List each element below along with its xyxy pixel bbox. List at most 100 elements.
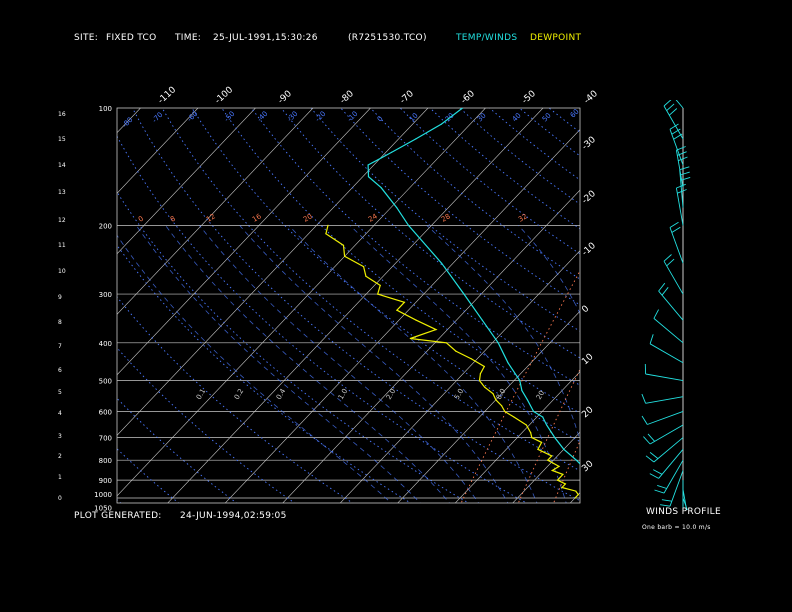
isotherm-line [282, 189, 580, 503]
dewpoint-point [409, 337, 411, 340]
temperature-point [461, 108, 464, 109]
moist-adiabat-line [239, 225, 509, 503]
isotherm-label-right: -10 [580, 241, 598, 258]
dewpoint-point [484, 386, 486, 388]
temperature-point [507, 362, 509, 364]
site-label: SITE: [74, 33, 99, 43]
dry-adiabat-line [117, 296, 354, 503]
temperature-point [396, 207, 398, 209]
plot-generated-value: 24-JUN-1994,02:59:05 [180, 511, 287, 521]
temperature-point [591, 474, 592, 475]
isotherm-line [167, 108, 544, 503]
dewpoint-point [562, 473, 564, 475]
dewpoint-point [344, 255, 346, 257]
moist-adiabat-label: 0.4 [275, 387, 288, 401]
moist-adiabat-line [135, 225, 421, 503]
time-value: 25-JUL-1991,15:30:26 [213, 33, 318, 43]
dewpoint-point [551, 469, 553, 472]
temperature-point [390, 151, 393, 153]
isotherm-line [454, 371, 580, 503]
wind-barb-flag [661, 499, 672, 502]
temperature-point [563, 448, 565, 450]
isotherm-line [740, 108, 792, 506]
isotherm-line [512, 431, 580, 503]
dewpoint-point [492, 393, 494, 395]
temperature-point [367, 176, 370, 178]
wind-barb-flag [669, 108, 678, 116]
dewpoint-point [556, 479, 559, 481]
moist-adiabat-line [349, 225, 567, 503]
mixing-ratio-label: 0 [137, 215, 145, 224]
isotherm-line [0, 108, 83, 506]
pressure-tick-label: 500 [99, 378, 112, 386]
wind-barb-flag [666, 258, 675, 267]
wind-barb-shaft [675, 100, 684, 109]
dewpoint-point [564, 483, 567, 485]
wind-barb-shaft [663, 260, 684, 295]
winds-profile-panel [641, 100, 697, 539]
wind-barb-shaft [669, 470, 684, 507]
isotherm-line [224, 129, 580, 503]
dewpoint-point [513, 416, 515, 418]
wind-barb-flag [688, 534, 697, 539]
wind-barb-shaft [663, 459, 684, 494]
isotherm-line [117, 108, 141, 134]
dry-adiabat-line [489, 108, 580, 181]
moist-adiabat-label: 1.0 [337, 387, 349, 401]
pressure-tick-label: 700 [99, 435, 112, 443]
isotherm-line [339, 250, 580, 503]
isotherm-label-top: -50 [520, 89, 538, 106]
dry-adiabat-label: -80 [121, 116, 135, 130]
isotherm-label-right: 30 [580, 459, 595, 474]
dewpoint-point [483, 365, 485, 368]
diagram-series [325, 108, 630, 499]
wind-barb-flag [649, 334, 654, 344]
moist-adiabat-line [117, 234, 392, 503]
wind-barb-flag [663, 100, 672, 107]
pressure-tick-label: 1050 [94, 504, 112, 512]
dewpoint-point [342, 244, 345, 246]
wind-barb-shaft [653, 318, 684, 344]
pressure-tick-label: 900 [99, 477, 112, 485]
site-value: FIXED TCO [106, 33, 157, 43]
moist-adiabat-label: 2.0 [385, 387, 397, 401]
plot-generated-label: PLOT GENERATED: [74, 511, 162, 521]
dry-adiabat-line [340, 108, 580, 306]
isotherm-label-right: -30 [580, 135, 598, 152]
moist-adiabat-line [288, 225, 538, 503]
dry-adiabat-line [221, 108, 580, 414]
dry-adiabat-line [117, 191, 470, 503]
dewpoint-point [577, 494, 579, 496]
mixing-ratio-line [631, 225, 747, 506]
wind-barb-flag [649, 452, 659, 459]
height-km-label: 1 [58, 474, 62, 481]
height-km-label: 2 [58, 453, 62, 460]
mixing-ratio-label: 32 [517, 212, 529, 223]
temperature-point [629, 494, 630, 495]
height-km-label: 7 [58, 343, 62, 350]
dewpoint-point [501, 405, 503, 407]
temperature-point [546, 424, 548, 426]
temperature-point [407, 224, 410, 226]
height-km-label: 12 [58, 217, 66, 224]
dewpoint-point [379, 284, 381, 286]
moist-adiabat-line [426, 225, 580, 442]
wind-barb-flag [669, 123, 679, 130]
temperature-point [617, 489, 618, 490]
dry-adiabat-label: 60 [569, 107, 581, 119]
mixing-ratio-label: 28 [440, 212, 452, 223]
wind-barb-shaft [645, 373, 684, 382]
temperature-point [380, 187, 382, 189]
winds-profile-title: WINDS PROFILE [646, 507, 721, 517]
temperature-point [542, 416, 544, 418]
dewpoint-point [547, 459, 549, 461]
mixing-ratio-line [460, 269, 580, 503]
mixing-ratio-line [553, 440, 580, 503]
mixing-ratio-line [579, 500, 580, 503]
wind-barb-flag [680, 171, 690, 176]
wind-barb-flag [678, 156, 688, 162]
dry-adiabat-label: -70 [151, 111, 165, 125]
isotherm-line [682, 108, 792, 506]
dewpoint-point [575, 490, 577, 492]
temperature-point [521, 389, 523, 392]
